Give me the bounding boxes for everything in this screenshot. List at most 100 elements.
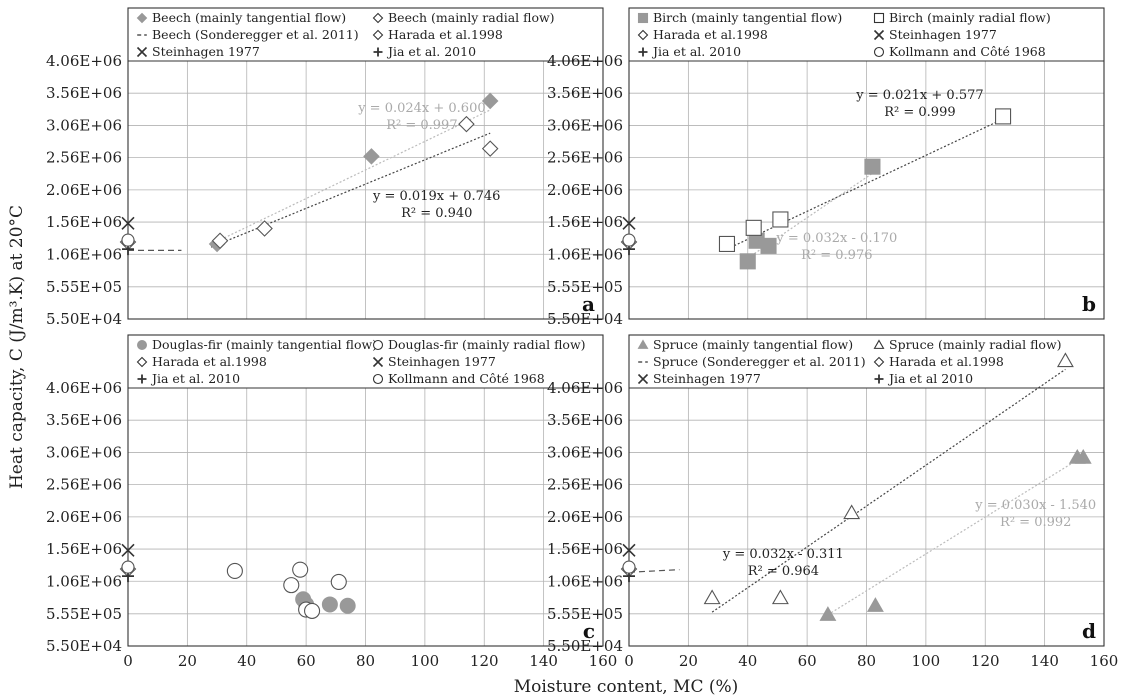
data-point xyxy=(283,577,300,594)
data-point xyxy=(1074,448,1092,464)
y-tick-label: 2.06E+06 xyxy=(46,508,122,526)
y-tick-label: 2.06E+06 xyxy=(547,508,623,526)
series-spruce-mainly-radial-flow xyxy=(703,352,1074,605)
shared-labels: Heat capacity, C (J/m³.K) at 20°C Moistu… xyxy=(7,205,738,697)
equation-label: y = 0.030x - 1.540 xyxy=(974,498,1096,513)
legend-label: Steinhagen 1977 xyxy=(152,44,260,59)
equation-label: R² = 0.964 xyxy=(748,564,819,579)
x-tick-label: 40 xyxy=(738,652,757,670)
x-tick-label: 80 xyxy=(356,652,375,670)
y-tick-label: 4.06E+06 xyxy=(46,52,122,70)
series-kollmann-and-c-t-1968 xyxy=(121,560,135,574)
legend-label: Birch (mainly radial flow) xyxy=(889,10,1051,25)
y-tick-label: 1.06E+06 xyxy=(547,245,623,263)
series-spruce-mainly-tangential-flow xyxy=(819,448,1092,621)
legend-label: Douglas-fir (mainly radial flow) xyxy=(388,337,586,352)
legend-label: Beech (mainly tangential flow) xyxy=(152,10,346,25)
legend-box xyxy=(128,8,603,61)
series-douglas-fir-mainly-radial-flow xyxy=(226,561,347,619)
legend-marker xyxy=(873,339,885,349)
legend-box xyxy=(629,335,1104,388)
legend-marker xyxy=(137,374,147,384)
legend-label: Spruce (Sonderegger et al. 2011) xyxy=(653,354,866,369)
panel-label: d xyxy=(1082,619,1096,643)
x-tick-label: 20 xyxy=(679,652,698,670)
x-tick-label: 0 xyxy=(123,652,133,670)
data-point xyxy=(458,115,475,133)
y-tick-labels: 5.50E+04 5.55E+05 1.06E+06 1.56E+06 2.06E+06… xyxy=(46,379,122,655)
legend-box xyxy=(128,335,603,388)
x-tick-label: 120 xyxy=(971,652,1000,670)
legend-marker xyxy=(873,46,885,58)
data-point xyxy=(622,543,636,557)
legend-marker xyxy=(137,340,147,350)
equation-label: R² = 0.997 xyxy=(386,118,457,133)
legend-label: Harada et al.1998 xyxy=(388,27,503,42)
data-point xyxy=(121,560,135,574)
legend: Beech (mainly tangential flow) Beech (mai… xyxy=(128,8,603,62)
panel-frame xyxy=(628,7,1105,320)
y-tick-label: 3.56E+06 xyxy=(547,411,623,429)
legend-marker xyxy=(372,339,384,351)
equation-annotations: y = 0.021x + 0.577 R² = 0.999 y = 0.032x -… xyxy=(775,88,983,263)
data-point xyxy=(864,158,881,175)
data-point xyxy=(718,235,736,253)
legend: Birch (mainly tangential flow) Birch (mai… xyxy=(629,8,1104,62)
data-point xyxy=(481,92,499,110)
legend-marker xyxy=(637,339,649,349)
data-point xyxy=(481,140,499,157)
data-point xyxy=(330,573,347,590)
y-tick-label: 1.06E+06 xyxy=(547,572,623,590)
panel-frame xyxy=(127,334,604,647)
panel-d: Spruce (mainly tangential flow) Spruce (m… xyxy=(547,334,1118,670)
x-tick-label: 100 xyxy=(411,652,440,670)
x-tick-label: 40 xyxy=(237,652,256,670)
series-douglas-fir-mainly-tangential-flow xyxy=(295,591,356,614)
legend-marker xyxy=(873,356,885,368)
data-point xyxy=(363,148,380,165)
panel-label: c xyxy=(583,619,595,643)
legend-label: Douglas-fir (mainly tangential flow) xyxy=(152,337,377,352)
y-tick-label: 2.06E+06 xyxy=(46,181,122,199)
trendline xyxy=(726,118,1004,250)
data-point xyxy=(121,216,135,230)
x-tick-label: 160 xyxy=(589,652,618,670)
x-tick-label: 20 xyxy=(178,652,197,670)
x-tick-label: 140 xyxy=(529,652,558,670)
legend-marker xyxy=(873,29,885,41)
legend-marker xyxy=(372,29,384,41)
data-point xyxy=(772,211,789,228)
equation-label: y = 0.021x + 0.577 xyxy=(855,88,983,103)
legend-label: Jia et al. 2010 xyxy=(651,44,741,59)
y-tick-label: 5.55E+05 xyxy=(46,278,122,296)
y-tick-label: 5.50E+04 xyxy=(547,310,623,328)
y-tick-label: 4.06E+06 xyxy=(547,52,623,70)
y-tick-label: 3.06E+06 xyxy=(46,116,122,134)
y-tick-label: 4.06E+06 xyxy=(46,379,122,397)
data-point xyxy=(226,562,243,580)
legend-label: Spruce (mainly radial flow) xyxy=(889,337,1062,352)
y-tick-label: 3.56E+06 xyxy=(46,411,122,429)
legend-marker xyxy=(874,374,884,384)
legend-box xyxy=(629,8,1104,61)
data-point xyxy=(739,253,756,270)
y-tick-label: 2.56E+06 xyxy=(46,476,122,494)
y-tick-label: 1.56E+06 xyxy=(547,540,623,558)
data-point xyxy=(1056,352,1074,368)
equation-label: y = 0.024x + 0.600 xyxy=(357,101,485,116)
series-steinhagen-1977 xyxy=(121,543,135,557)
legend-marker xyxy=(372,373,384,385)
y-tick-label: 1.56E+06 xyxy=(46,213,122,231)
y-tick-labels: 5.50E+04 5.55E+05 1.06E+06 1.56E+06 2.06E+06… xyxy=(46,52,122,328)
legend-marker xyxy=(637,12,649,24)
series-spruce-sonderegger-et-al-2011 xyxy=(628,569,680,573)
panel-c: Douglas-fir (mainly tangential flow) Doug… xyxy=(46,334,618,670)
legend-marker xyxy=(372,12,384,24)
y-tick-label: 3.56E+06 xyxy=(46,84,122,102)
legend-label: Steinhagen 1977 xyxy=(889,27,997,42)
panel-b: Birch (mainly tangential flow) Birch (mai… xyxy=(547,7,1105,328)
trendline xyxy=(216,109,491,242)
y-tick-label: 2.56E+06 xyxy=(547,149,623,167)
equation-label: R² = 0.976 xyxy=(801,248,872,263)
data-point xyxy=(292,561,309,578)
